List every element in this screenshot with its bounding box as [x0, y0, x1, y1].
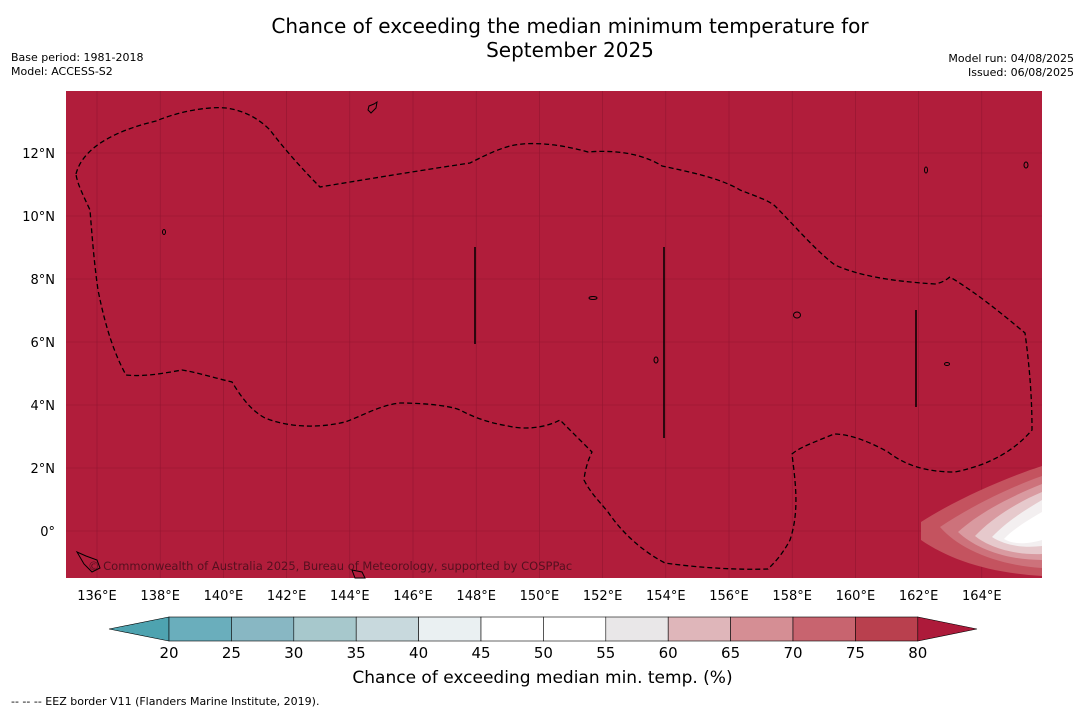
island-path: [1023, 161, 1029, 169]
lon-tick-label: 142°E: [267, 589, 307, 604]
lat-tick-label: 4°N: [31, 399, 56, 414]
colorbar-segment: [293, 616, 357, 642]
colorbar-tick-label: 80: [908, 644, 927, 662]
lon-tick-label: 148°E: [456, 589, 496, 604]
eez-legend-note: -- -- -- EEZ border V11 (Flanders Marine…: [11, 695, 320, 708]
map-background: [66, 91, 1042, 578]
lon-tick-label: 152°E: [583, 589, 623, 604]
colorbar-tick-label: 65: [721, 644, 740, 662]
colorbar-segment: [418, 616, 482, 642]
island-path: [367, 100, 378, 114]
lat-tick-label: 10°N: [22, 210, 55, 225]
contour-50: [1004, 512, 1042, 544]
colorbar-segment: [855, 616, 919, 642]
lon-tick-label: 146°E: [393, 589, 433, 604]
lon-tick-label: 136°E: [77, 589, 117, 604]
colorbar-tick-label: 25: [222, 644, 241, 662]
colorbar-segment: [730, 616, 794, 642]
colorbar-tick-label: 75: [846, 644, 865, 662]
colorbar-segment: [792, 616, 856, 642]
islands: [75, 100, 1029, 579]
colorbar-segment: [231, 616, 295, 642]
lon-tick-label: 150°E: [520, 589, 560, 604]
base-period: Base period: 1981-2018: [11, 51, 144, 64]
lon-tick-label: 154°E: [646, 589, 686, 604]
colorbar: 20 25 30 35 40 45 50 55 60 65 70 75 80: [108, 616, 978, 662]
island-path: [653, 356, 659, 364]
lon-tick-label: 160°E: [836, 589, 876, 604]
title-line-2: September 2025: [486, 38, 654, 62]
colorbar-tick-label: 30: [284, 644, 303, 662]
latitude-labels: 12°N 10°N 8°N 6°N 4°N 2°N 0°: [22, 147, 55, 540]
colorbar-segment: [605, 616, 669, 642]
colorbar-tick-label: 45: [471, 644, 490, 662]
colorbar-tick-label: 50: [534, 644, 553, 662]
lon-tick-label: 156°E: [709, 589, 749, 604]
lat-tick-label: 0°: [40, 525, 55, 540]
colorbar-tick-label: 60: [659, 644, 678, 662]
lat-tick-label: 2°N: [31, 462, 56, 477]
lon-tick-label: 162°E: [899, 589, 939, 604]
lat-tick-label: 6°N: [31, 336, 56, 351]
colorbar-tick-label: 70: [783, 644, 802, 662]
map-gridlines: [66, 91, 1042, 578]
lat-tick-label: 8°N: [31, 273, 56, 288]
colorbar-segment: [168, 616, 232, 642]
lon-tick-label: 140°E: [204, 589, 244, 604]
colorbar-low-extend: [108, 616, 170, 642]
island-path: [944, 362, 950, 366]
colorbar-tick-label: 55: [596, 644, 615, 662]
island-path: [924, 166, 928, 174]
island-path: [793, 311, 801, 319]
run-info: Model run: 04/08/2025 Issued: 06/08/2025: [948, 52, 1074, 80]
probability-contours: [921, 466, 1042, 576]
lon-tick-label: 138°E: [140, 589, 180, 604]
island-path: [351, 569, 366, 579]
map-title: Chance of exceeding the median minimum t…: [0, 14, 1085, 62]
island-path: [75, 550, 101, 573]
lon-tick-label: 144°E: [330, 589, 370, 604]
colorbar-segment: [543, 616, 607, 642]
colorbar-tick-label: 35: [347, 644, 366, 662]
colorbar-label: Chance of exceeding median min. temp. (%…: [352, 668, 733, 688]
eez-border: [75, 107, 1033, 570]
issued-date: Issued: 06/08/2025: [967, 66, 1074, 79]
copyright-text: © Commonwealth of Australia 2025, Bureau…: [88, 559, 572, 573]
lon-tick-label: 164°E: [962, 589, 1002, 604]
title-line-1: Chance of exceeding the median minimum t…: [271, 14, 869, 38]
colorbar-tick-label: 20: [159, 644, 178, 662]
colorbar-high-extend: [917, 616, 978, 642]
colorbar-segment: [480, 616, 544, 642]
longitude-labels: 136°E 138°E 140°E 142°E 144°E 146°E 148°E 150°E…: [77, 589, 1001, 604]
colorbar-segment: [355, 616, 419, 642]
meridian-segments: [474, 247, 917, 438]
model-name: Model: ACCESS-S2: [11, 65, 113, 78]
island-path: [162, 229, 166, 235]
colorbar-segment: [667, 616, 731, 642]
lon-tick-label: 158°E: [772, 589, 812, 604]
model-run-date: Model run: 04/08/2025: [948, 52, 1074, 65]
model-info: Base period: 1981-2018 Model: ACCESS-S2: [11, 51, 143, 79]
island-path: [588, 296, 598, 300]
colorbar-tick-label: 40: [409, 644, 428, 662]
lat-tick-label: 12°N: [22, 147, 55, 162]
